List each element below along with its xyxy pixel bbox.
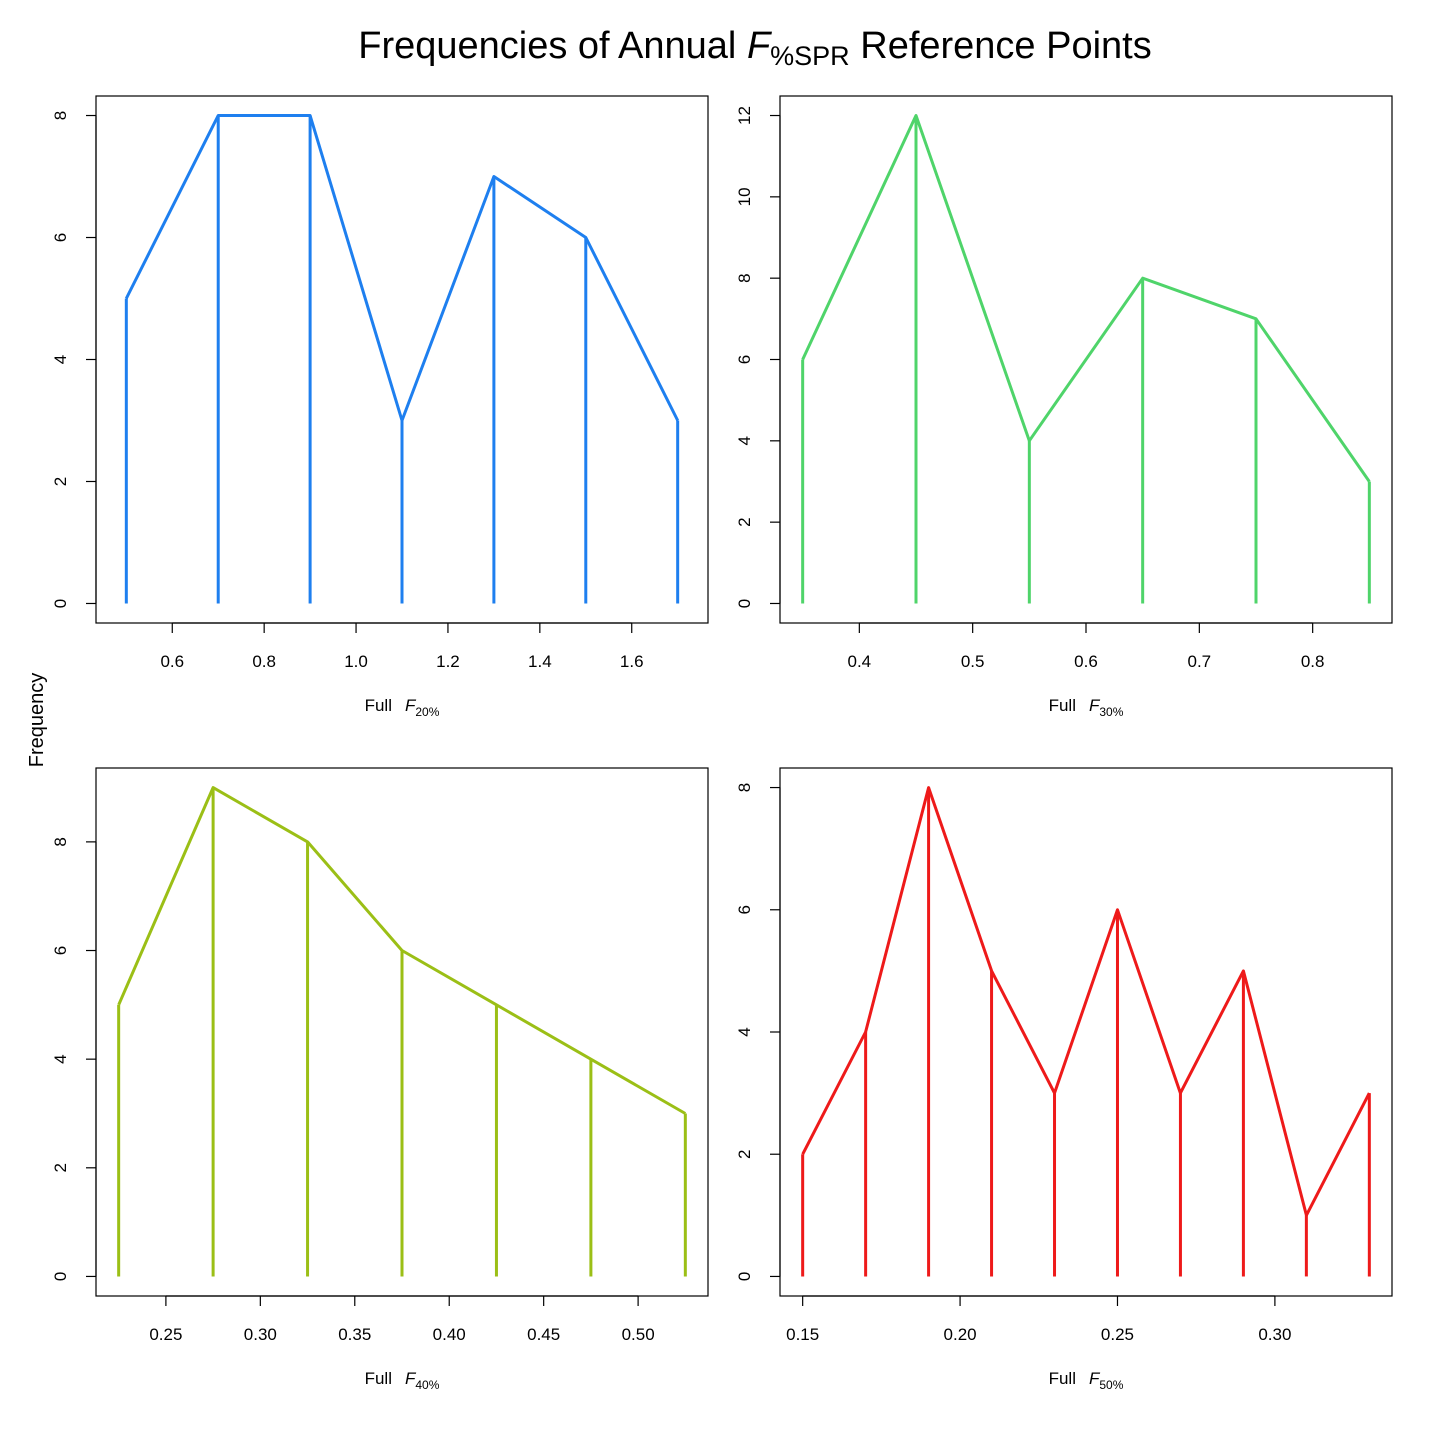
series-line-f30 [801, 114, 1371, 483]
y-tick-label-f40: 0 [51, 1272, 70, 1281]
x-tick-label-f40: 0.40 [433, 1325, 466, 1344]
x-axis-label-prefix: Full [1049, 1369, 1076, 1388]
x-axis-label-prefix: Full [365, 1369, 392, 1388]
x-tick-label-f30: 0.5 [961, 652, 985, 671]
y-tick-label-f50: 0 [735, 1272, 754, 1281]
x-axis-label-prefix: Full [1049, 696, 1076, 715]
panel-f20: 0.6 0.8 1.0 1.2 1.4 1.6 0 2 4 6 8 Full F20% [51, 95, 709, 719]
title-variable: F [747, 25, 772, 67]
x-tick-label-f40: 0.30 [244, 1325, 277, 1344]
x-tick-label-f20: 0.6 [160, 652, 184, 671]
y-tick-label-f30: 0 [735, 599, 754, 608]
x-tick-label-f50: 0.25 [1101, 1325, 1134, 1344]
y-tick-label-f30: 12 [735, 106, 754, 125]
panel-f50: 0.15 0.20 0.25 0.30 0 2 4 6 8 Full F50% [735, 767, 1393, 1392]
x-tick-label-f20: 1.6 [620, 652, 644, 671]
y-tick-label-f40: 2 [51, 1163, 70, 1172]
y-tick-label-f20: 4 [51, 355, 70, 364]
y-tick-label-f50: 8 [735, 783, 754, 792]
y-tick-label-f30: 2 [735, 517, 754, 526]
y-tick-label-f30: 8 [735, 273, 754, 282]
x-tick-label-f20: 0.8 [252, 652, 276, 671]
y-tick-label-f20: 6 [51, 233, 70, 242]
x-tick-label-f20: 1.0 [344, 652, 368, 671]
x-axis-label-subscript: 40% [415, 1378, 439, 1392]
x-tick-label-f40: 0.50 [622, 1325, 655, 1344]
y-tick-label-f30: 6 [735, 355, 754, 364]
x-tick-label-f30: 0.6 [1074, 652, 1098, 671]
x-tick-label-f50: 0.30 [1258, 1325, 1291, 1344]
series-line-f50 [801, 786, 1371, 1217]
title-subscript: %SPR [770, 41, 850, 71]
y-tick-label-f30: 4 [735, 436, 754, 445]
x-tick-label-f20: 1.4 [528, 652, 552, 671]
x-axis-label-f50: Full F50% [1049, 1369, 1124, 1392]
x-tick-label-f30: 0.7 [1188, 652, 1212, 671]
series-line-f20 [124, 114, 680, 422]
y-tick-label-f30: 10 [735, 187, 754, 206]
x-tick-label-f40: 0.35 [338, 1325, 371, 1344]
x-axis-label-variable: F [405, 696, 417, 715]
x-tick-label-f40: 0.45 [527, 1325, 560, 1344]
y-tick-label-f40: 6 [51, 946, 70, 955]
y-tick-label-f50: 6 [735, 905, 754, 914]
x-axis-label-f30: Full F30% [1049, 696, 1124, 719]
y-tick-label-f40: 4 [51, 1054, 70, 1063]
x-axis-label-subscript: 50% [1099, 1378, 1123, 1392]
y-axis-label: Frequency [26, 673, 48, 768]
x-tick-label-f40: 0.25 [149, 1325, 182, 1344]
x-tick-label-f50: 0.20 [944, 1325, 977, 1344]
panel-f40: 0.25 0.30 0.35 0.40 0.45 0.50 0 2 4 6 8 Full F40% [51, 767, 709, 1392]
y-tick-label-f20: 0 [51, 599, 70, 608]
x-axis-label-subscript: 30% [1099, 705, 1123, 719]
x-tick-label-f30: 0.8 [1301, 652, 1325, 671]
y-tick-label-f20: 8 [51, 111, 70, 120]
plot-frame-f50 [779, 767, 1393, 1297]
series-line-f40 [117, 786, 687, 1115]
y-tick-label-f40: 8 [51, 837, 70, 846]
x-tick-label-f30: 0.4 [848, 652, 872, 671]
x-tick-label-f20: 1.2 [436, 652, 460, 671]
y-tick-label-f50: 4 [735, 1027, 754, 1036]
x-axis-label-variable: F [1089, 696, 1101, 715]
panel-f30: 0.4 0.5 0.6 0.7 0.8 0 2 4 6 8 10 12 Full F30% [735, 95, 1393, 719]
y-tick-label-f50: 2 [735, 1149, 754, 1158]
figure-title: Frequencies of Annual F%SPR Reference Po… [358, 25, 1152, 71]
x-axis-label-variable: F [405, 1369, 417, 1388]
x-axis-label-f20: Full F20% [365, 696, 440, 719]
title-main: Frequencies of Annual [358, 25, 747, 67]
x-axis-label-f40: Full F40% [365, 1369, 440, 1392]
x-axis-label-subscript: 20% [415, 705, 439, 719]
x-axis-label-variable: F [1089, 1369, 1101, 1388]
x-axis-label-prefix: Full [365, 696, 392, 715]
x-tick-label-f50: 0.15 [786, 1325, 819, 1344]
y-tick-label-f20: 2 [51, 477, 70, 486]
title-tail: Reference Points [850, 25, 1152, 67]
